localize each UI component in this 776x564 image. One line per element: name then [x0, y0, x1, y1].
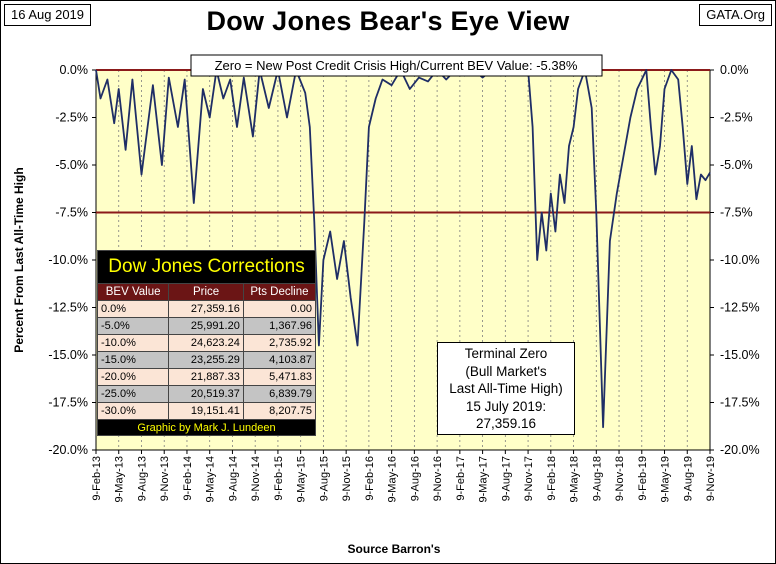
y-tick-label-right: -17.5% — [720, 396, 760, 410]
decline-cell: 5,471.83 — [242, 368, 317, 386]
site-label: GATA.Org — [699, 4, 772, 26]
y-tick-label-right: -12.5% — [720, 301, 760, 315]
price-cell: 24,623.24 — [168, 334, 244, 352]
y-tick-label: -20.0% — [48, 443, 88, 457]
x-tick-label: 9-Feb-14 — [182, 456, 194, 501]
y-tick-label-right: -20.0% — [720, 443, 760, 457]
note-line: 27,359.16 — [475, 416, 537, 431]
y-tick-label: -15.0% — [48, 348, 88, 362]
subtitle-box — [190, 54, 603, 77]
y-tick-label: -5.0% — [55, 158, 88, 172]
corrections-col-price: Price — [168, 283, 244, 301]
price-cell: 20,519.37 — [168, 385, 244, 403]
x-tick-label: 9-Aug-17 — [500, 456, 512, 501]
corrections-row: 0.0% 27,359.16 0.00 — [96, 300, 317, 318]
terminal-zero-note: Terminal Zero (Bull Market's Last All-Ti… — [437, 342, 575, 435]
x-tick-label: 9-Aug-15 — [318, 456, 330, 501]
price-cell: 21,887.33 — [168, 368, 244, 386]
x-tick-label: 9-Aug-19 — [682, 456, 694, 501]
x-tick-label: 9-Nov-13 — [159, 456, 171, 501]
x-tick-label: 9-May-13 — [114, 456, 126, 502]
price-cell: 25,991.20 — [168, 317, 244, 335]
x-tick-label: 9-Nov-15 — [341, 456, 353, 501]
x-tick-label: 9-May-17 — [478, 456, 490, 502]
x-tick-label: 9-Feb-17 — [455, 456, 467, 501]
x-tick-label: 9-Aug-18 — [591, 456, 603, 501]
corrections-row: -15.0% 23,255.29 4,103.87 — [96, 351, 317, 369]
x-tick-label: 9-Feb-19 — [637, 456, 649, 501]
bev-value-cell: -5.0% — [96, 317, 170, 335]
chart-subtitle: Zero = New Post Credit Crisis High/Curre… — [215, 58, 578, 73]
x-tick-label: 9-Nov-18 — [614, 456, 626, 501]
x-tick-label: 9-Nov-16 — [432, 456, 444, 501]
x-tick-label: 9-Feb-16 — [364, 456, 376, 501]
bev-value-cell: -15.0% — [96, 351, 170, 369]
note-line: (Bull Market's — [465, 363, 547, 379]
decline-cell: 4,103.87 — [242, 351, 317, 369]
decline-cell: 0.00 — [242, 300, 317, 318]
decline-cell: 8,207.75 — [242, 402, 317, 420]
x-tick-label: 9-Aug-16 — [409, 456, 421, 501]
x-tick-label: 9-Nov-19 — [705, 456, 717, 501]
price-cell: 19,151.41 — [168, 402, 244, 420]
x-axis-title: Source Barron's — [348, 542, 441, 556]
x-tick-label: 9-Feb-15 — [273, 456, 285, 501]
bev-value-cell: 0.0% — [96, 300, 170, 318]
x-tick-label: 9-Feb-13 — [91, 456, 103, 501]
corrections-row: -20.0% 21,887.33 5,471.83 — [96, 368, 317, 386]
x-tick-label: 9-May-19 — [660, 456, 672, 502]
corrections-col-bev: BEV Value — [96, 283, 170, 301]
y-tick-label-right: -7.5% — [720, 206, 753, 220]
y-axis-title: Percent From Last All-Time High — [12, 167, 26, 352]
x-tick-label: 9-Aug-13 — [136, 456, 148, 501]
y-tick-label-right: -15.0% — [720, 348, 760, 362]
x-tick-label: 9-Nov-14 — [250, 456, 262, 501]
chart-title: Dow Jones Bear's Eye View — [206, 6, 570, 36]
x-tick-label: 9-May-14 — [205, 456, 217, 502]
corrections-row: -5.0% 25,991.20 1,367.96 — [96, 317, 317, 335]
y-tick-label-right: -10.0% — [720, 253, 760, 267]
decline-cell: 1,367.96 — [242, 317, 317, 335]
x-tick-label: 9-Aug-14 — [227, 456, 239, 501]
decline-cell: 6,839.79 — [242, 385, 317, 403]
x-tick-label: 9-May-18 — [569, 456, 581, 502]
y-tick-label-right: -2.5% — [720, 111, 753, 125]
corrections-row: -25.0% 20,519.37 6,839.79 — [96, 385, 317, 403]
x-tick-label: 9-May-16 — [387, 456, 399, 502]
y-tick-label: -7.5% — [55, 206, 88, 220]
price-cell: 27,359.16 — [168, 300, 244, 318]
x-tick-label: 9-Feb-18 — [546, 456, 558, 501]
decline-cell: 2,735.92 — [242, 334, 317, 352]
note-line: Terminal Zero — [464, 346, 548, 361]
corrections-row: -30.0% 19,151.41 8,207.75 — [96, 402, 317, 420]
corrections-credit: Graphic by Mark J. Lundeen — [97, 419, 316, 436]
x-tick-label: 9-May-15 — [296, 456, 308, 502]
bev-value-cell: -20.0% — [96, 368, 170, 386]
corrections-row: -10.0% 24,623.24 2,735.92 — [96, 334, 317, 352]
x-tick-label: 9-Nov-17 — [523, 456, 535, 501]
y-tick-label: -12.5% — [48, 301, 88, 315]
y-tick-label: -10.0% — [48, 253, 88, 267]
bev-value-cell: -25.0% — [96, 385, 170, 403]
price-cell: 23,255.29 — [168, 351, 244, 369]
bev-value-cell: -30.0% — [96, 402, 170, 420]
y-tick-label: -2.5% — [55, 111, 88, 125]
y-tick-label: -17.5% — [48, 396, 88, 410]
corrections-title: Dow Jones Corrections — [97, 250, 316, 284]
date-label: 16 Aug 2019 — [4, 4, 92, 26]
corrections-table: Dow Jones Corrections BEV Value Price Pt… — [96, 250, 317, 436]
bev-value-cell: -10.0% — [96, 334, 170, 352]
note-line: 15 July 2019: — [465, 398, 547, 414]
y-tick-label-right: -5.0% — [720, 158, 753, 172]
corrections-col-decline: Pts Decline — [242, 283, 317, 301]
y-tick-label-right: 0.0% — [720, 63, 749, 77]
y-tick-label: 0.0% — [60, 63, 89, 77]
note-line: Last All-Time High) — [449, 381, 563, 396]
